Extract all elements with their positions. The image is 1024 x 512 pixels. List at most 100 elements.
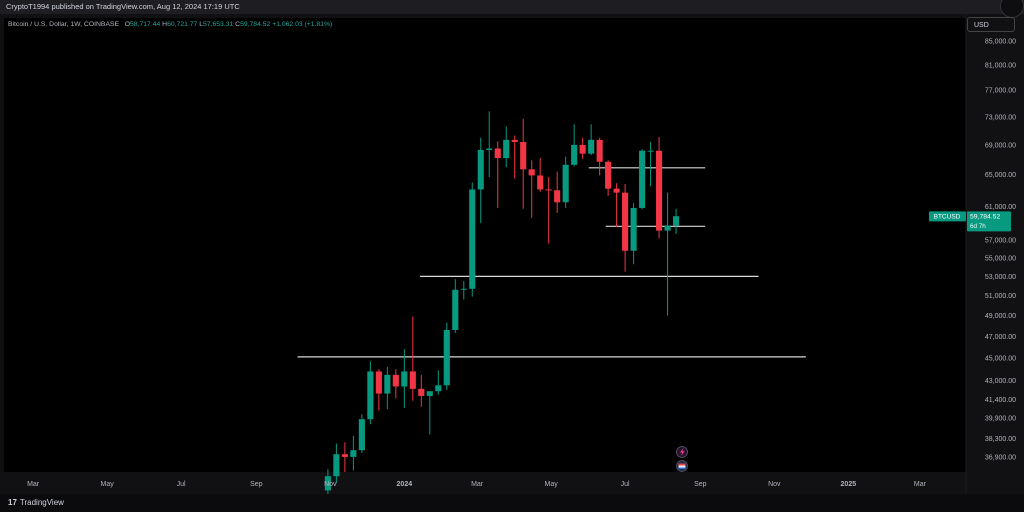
chart-pane [4, 18, 966, 472]
bearish-candle [494, 148, 501, 159]
bullish-candle [664, 225, 671, 231]
y-tick-label: 57,000.00 [985, 238, 1016, 245]
bullish-candle [401, 371, 408, 387]
y-tick-label: 61,000.00 [985, 204, 1016, 211]
bullish-candle [562, 164, 569, 203]
y-tick-label: 73,000.00 [985, 114, 1016, 121]
bearish-candle [554, 190, 561, 203]
bullish-candle [639, 150, 646, 208]
bullish-candle [460, 288, 467, 290]
bullish-candle [630, 207, 637, 251]
bearish-candle [392, 374, 399, 387]
bullish-candle [647, 150, 654, 152]
x-tick-label: Sep [694, 481, 707, 488]
bullish-candle [469, 189, 476, 289]
bullish-candle [333, 454, 340, 477]
x-tick-label: Nov [768, 481, 781, 488]
ohlc-legend: Bitcoin / U.S. Dollar, 1W, COINBASE O58,… [8, 21, 332, 28]
y-tick-label: 77,000.00 [985, 88, 1016, 95]
low-label: L [199, 21, 204, 28]
x-tick-label: Jul [177, 481, 186, 488]
x-tick-label: Mar [27, 481, 40, 488]
tradingview-logo-icon: 17 [8, 498, 17, 507]
tradingview-brand: TradingView [19, 498, 64, 507]
y-tick-label: 55,000.00 [985, 255, 1016, 262]
bearish-candle [409, 371, 416, 389]
bearish-candle [579, 144, 586, 154]
bearish-candle [545, 189, 552, 191]
x-tick-label: May [544, 481, 558, 488]
bearish-candle [511, 139, 518, 143]
y-tick-label: 65,000.00 [985, 172, 1016, 179]
open-value: 58,717.44 [130, 21, 161, 28]
y-tick-label: 85,000.00 [985, 38, 1016, 45]
bullish-candle [673, 216, 680, 226]
x-tick-label: Sep [250, 481, 263, 488]
x-tick-label: 2024 [397, 481, 413, 488]
bullish-candle [588, 139, 595, 154]
event-markers[interactable] [676, 446, 688, 472]
open-label: O [124, 21, 131, 28]
x-tick-label: Mar [471, 481, 484, 488]
price-tag: BTCUSD 59,784.52 6d 7h [929, 211, 1011, 232]
high-label: H [162, 21, 168, 28]
bearish-candle [656, 150, 663, 231]
flag-stripe-red [678, 463, 686, 466]
x-tick-label: Jul [621, 481, 630, 488]
flag-stripe-blue [678, 467, 686, 469]
y-tick-label: 38,300.00 [985, 436, 1016, 443]
y-tick-label: 36,900.00 [985, 454, 1016, 461]
close-value: 59,784.52 [240, 21, 271, 28]
bullish-candle [452, 289, 459, 330]
x-tick-label: 2025 [841, 481, 857, 488]
bearish-candle [520, 142, 527, 170]
y-tick-label: 39,900.00 [985, 415, 1016, 422]
high-value: 60,721.77 [167, 21, 198, 28]
symbol-description: Bitcoin / U.S. Dollar, 1W, COINBASE [8, 21, 120, 28]
y-tick-label: 47,000.00 [985, 334, 1016, 341]
flag-stripe-white [678, 465, 686, 468]
bullish-candle [367, 371, 374, 420]
bullish-candle [571, 144, 578, 165]
symbol-tag-box [929, 211, 966, 222]
lightning-bolt [680, 448, 685, 456]
bullish-candle [486, 148, 493, 150]
price-tag-countdown: 6d 7h [970, 223, 986, 230]
low-value: 57,653.31 [203, 21, 234, 28]
footer: 17 TradingView [0, 494, 1024, 512]
bullish-candle [358, 419, 365, 451]
bullish-candle [443, 329, 450, 386]
y-tick-label: 69,000.00 [985, 142, 1016, 149]
y-tick-label: 49,000.00 [985, 313, 1016, 320]
symbol-tag: BTCUSD [934, 214, 961, 221]
x-tick-label: May [100, 481, 114, 488]
bearish-candle [596, 139, 603, 162]
bearish-candle [418, 388, 425, 396]
y-tick-label: 81,000.00 [985, 62, 1016, 69]
y-tick-label: 43,000.00 [985, 378, 1016, 385]
price-tag-box [967, 211, 1011, 232]
y-tick-label: 51,000.00 [985, 293, 1016, 300]
bullish-candle [384, 374, 391, 394]
bearish-candle [341, 454, 348, 457]
y-tick-label: 53,000.00 [985, 274, 1016, 281]
change-value: +1,062.03 (+1.81%) [272, 21, 333, 28]
published-bar: CryptoT1994 published on TradingView.com… [0, 0, 1024, 18]
price-tag-value: 59,784.52 [970, 214, 1000, 221]
x-tick-label: Mar [914, 481, 927, 488]
bullish-candle [503, 139, 510, 159]
x-tick-label: Nov [324, 481, 337, 488]
bullish-candle [477, 149, 484, 190]
bullish-candle [324, 476, 331, 491]
bearish-candle [605, 161, 612, 189]
tradingview-logo[interactable]: 17 TradingView [8, 498, 64, 507]
y-tick-label: 45,000.00 [985, 355, 1016, 362]
bearish-candle [375, 371, 382, 394]
bearish-candle [613, 188, 620, 193]
currency-button[interactable]: USD [967, 17, 1015, 32]
published-text: CryptoT1994 published on TradingView.com… [6, 2, 240, 11]
bullish-candle [435, 385, 442, 392]
bullish-candle [426, 391, 433, 396]
bearish-candle [537, 175, 544, 190]
